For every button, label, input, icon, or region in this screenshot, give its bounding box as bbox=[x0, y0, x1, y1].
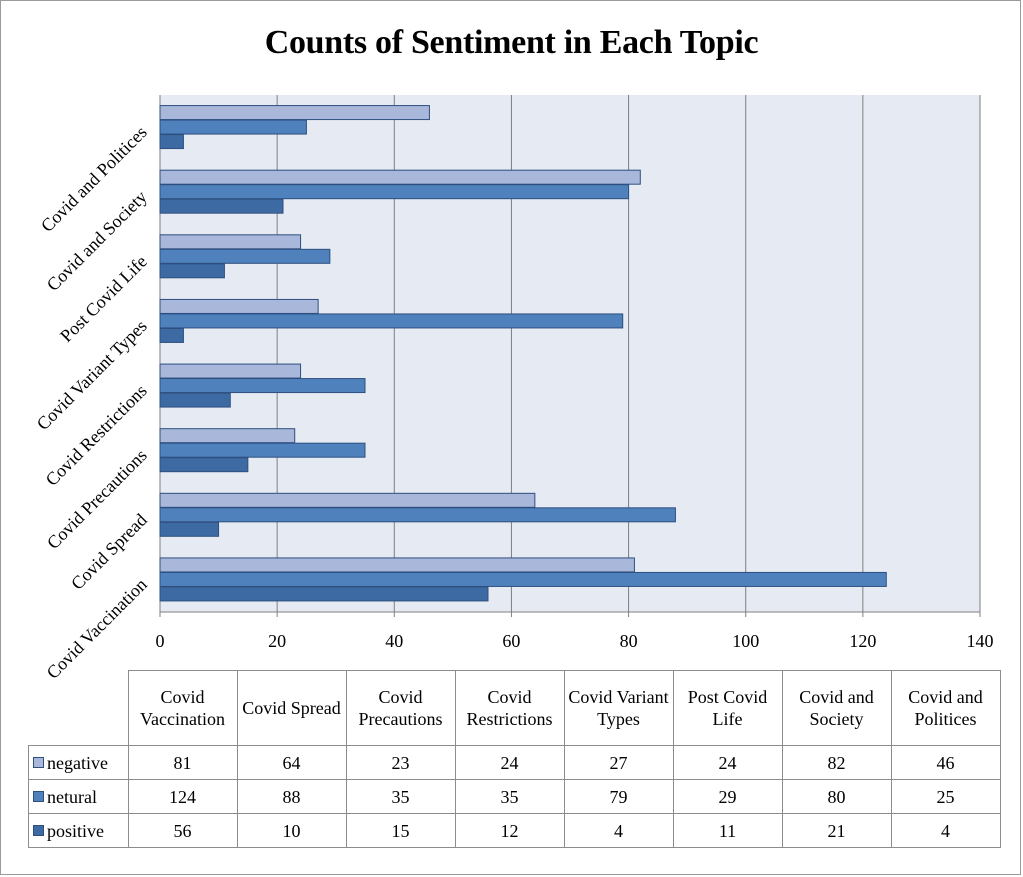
bar-negative bbox=[159, 363, 302, 379]
table-cell: 80 bbox=[781, 779, 892, 814]
table-corner bbox=[28, 670, 129, 746]
x-tick-label: 80 bbox=[620, 631, 638, 651]
data-table: Covid Vaccination Covid Spread Covid Preca… bbox=[28, 670, 1001, 848]
legend-entry: negative bbox=[28, 745, 129, 780]
bar-positive bbox=[159, 392, 231, 408]
table-row: netural 124 88 35 35 79 29 80 25 bbox=[28, 779, 1001, 814]
table-cell: 12 bbox=[454, 813, 565, 848]
legend-label: negative bbox=[47, 752, 108, 773]
x-tick-label: 120 bbox=[849, 631, 876, 651]
bar-negative bbox=[159, 234, 302, 250]
bar-positive bbox=[159, 134, 184, 150]
table-cell: 27 bbox=[563, 745, 674, 780]
table-cell: 29 bbox=[672, 779, 783, 814]
table-cell: 35 bbox=[454, 779, 565, 814]
bar-netural bbox=[159, 119, 307, 135]
legend-key-netural bbox=[33, 790, 44, 802]
bar-netural bbox=[159, 378, 366, 394]
bar-positive bbox=[159, 457, 249, 473]
bar-negative bbox=[159, 298, 319, 314]
bar-netural bbox=[159, 571, 887, 587]
bar-positive bbox=[159, 521, 220, 537]
table-cell: 25 bbox=[890, 779, 1001, 814]
table-cell: 81 bbox=[127, 745, 238, 780]
table-cell: 15 bbox=[345, 813, 456, 848]
x-tick-label: 100 bbox=[732, 631, 759, 651]
bar-netural bbox=[159, 507, 676, 523]
y-category-label: Covid and Politices bbox=[37, 122, 151, 236]
legend-label: netural bbox=[47, 786, 97, 807]
table-cell: 11 bbox=[672, 813, 783, 848]
table-cell: 24 bbox=[672, 745, 783, 780]
table-column-header: Covid Vaccination bbox=[127, 670, 238, 746]
bar-negative bbox=[159, 557, 635, 573]
table-cell: 88 bbox=[236, 779, 347, 814]
table-cell: 35 bbox=[345, 779, 456, 814]
x-tick-label: 140 bbox=[967, 631, 994, 651]
bar-netural bbox=[159, 184, 630, 200]
table-cell: 56 bbox=[127, 813, 238, 848]
table-cell: 79 bbox=[563, 779, 674, 814]
table-column-header: Covid and Politices bbox=[890, 670, 1001, 746]
table-cell: 10 bbox=[236, 813, 347, 848]
legend-entry: netural bbox=[28, 779, 129, 814]
x-tick-label: 20 bbox=[268, 631, 286, 651]
table-column-header: Covid Spread bbox=[236, 670, 347, 746]
bar-positive bbox=[159, 263, 225, 279]
table-column-header: Covid Variant Types bbox=[563, 670, 674, 746]
table-row: positive 56 10 15 12 4 11 21 4 bbox=[28, 813, 1001, 848]
x-tick-label: 0 bbox=[156, 631, 165, 651]
bar-negative bbox=[159, 105, 430, 121]
bar-negative bbox=[159, 492, 536, 508]
table-cell: 4 bbox=[890, 813, 1001, 848]
table-column-header: Post Covid Life bbox=[672, 670, 783, 746]
x-tick-label: 60 bbox=[502, 631, 520, 651]
table-cell: 21 bbox=[781, 813, 892, 848]
bar-positive bbox=[159, 198, 284, 214]
bar-positive bbox=[159, 586, 489, 602]
table-cell: 124 bbox=[127, 779, 238, 814]
table-cell: 64 bbox=[236, 745, 347, 780]
table-column-header: Covid Precautions bbox=[345, 670, 456, 746]
table-cell: 46 bbox=[890, 745, 1001, 780]
table-cell: 23 bbox=[345, 745, 456, 780]
legend-entry: positive bbox=[28, 813, 129, 848]
bar-positive bbox=[159, 327, 184, 343]
chart-title: Counts of Sentiment in Each Topic bbox=[264, 24, 759, 61]
bar-netural bbox=[159, 313, 624, 329]
legend-label: positive bbox=[47, 820, 104, 841]
y-category-label: Covid Vaccination bbox=[43, 574, 151, 682]
bar-netural bbox=[159, 248, 331, 264]
table-cell: 24 bbox=[454, 745, 565, 780]
bar-negative bbox=[159, 428, 296, 444]
bar-negative bbox=[159, 169, 641, 185]
legend-key-negative bbox=[33, 756, 44, 768]
table-cell: 4 bbox=[563, 813, 674, 848]
table-cell: 82 bbox=[781, 745, 892, 780]
table-column-header: Covid and Society bbox=[781, 670, 892, 746]
legend-key-positive bbox=[33, 824, 44, 836]
y-category-label: Covid Variant Types bbox=[33, 316, 151, 434]
table-column-header: Covid Restrictions bbox=[454, 670, 565, 746]
x-tick-label: 40 bbox=[385, 631, 403, 651]
bar-netural bbox=[159, 442, 366, 458]
table-row: negative 81 64 23 24 27 24 82 46 bbox=[28, 745, 1001, 780]
